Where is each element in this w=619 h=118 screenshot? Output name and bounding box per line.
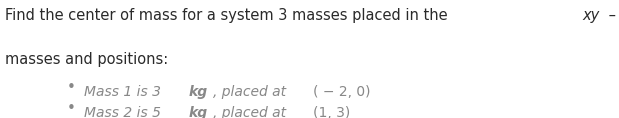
Text: (1, 3): (1, 3) bbox=[313, 106, 350, 118]
Text: Find the center of mass for a system 3 masses placed in the: Find the center of mass for a system 3 m… bbox=[5, 8, 452, 23]
Text: Mass 1 is 3: Mass 1 is 3 bbox=[84, 85, 165, 99]
Text: kg: kg bbox=[189, 106, 208, 118]
Text: masses and positions:: masses and positions: bbox=[5, 52, 168, 67]
Text: •: • bbox=[67, 80, 76, 95]
Text: Mass 2 is 5: Mass 2 is 5 bbox=[84, 106, 165, 118]
Text: , placed at: , placed at bbox=[213, 85, 291, 99]
Text: – plane with the following: – plane with the following bbox=[604, 8, 619, 23]
Text: kg: kg bbox=[189, 85, 208, 99]
Text: ( − 2, 0): ( − 2, 0) bbox=[313, 85, 371, 99]
Text: , placed at: , placed at bbox=[213, 106, 291, 118]
Text: xy: xy bbox=[582, 8, 599, 23]
Text: •: • bbox=[67, 101, 76, 116]
